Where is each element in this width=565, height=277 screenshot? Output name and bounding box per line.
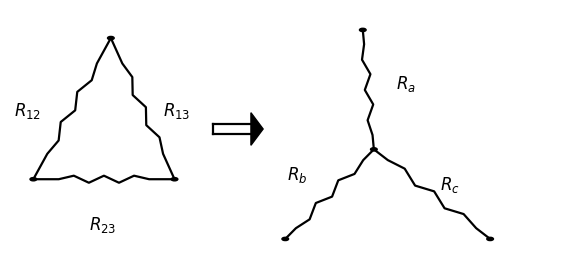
- Text: $R_{23}$: $R_{23}$: [89, 214, 116, 235]
- Polygon shape: [251, 113, 263, 145]
- Circle shape: [282, 237, 289, 240]
- Circle shape: [487, 237, 493, 240]
- Text: $R_c$: $R_c$: [440, 175, 460, 195]
- Text: $R_{13}$: $R_{13}$: [163, 101, 191, 121]
- Circle shape: [30, 178, 37, 181]
- Circle shape: [371, 148, 377, 151]
- Circle shape: [107, 37, 114, 40]
- Circle shape: [171, 178, 178, 181]
- Text: $R_{12}$: $R_{12}$: [15, 101, 42, 121]
- Text: $R_a$: $R_a$: [396, 74, 416, 94]
- Circle shape: [359, 28, 366, 32]
- Text: $R_b$: $R_b$: [287, 165, 307, 185]
